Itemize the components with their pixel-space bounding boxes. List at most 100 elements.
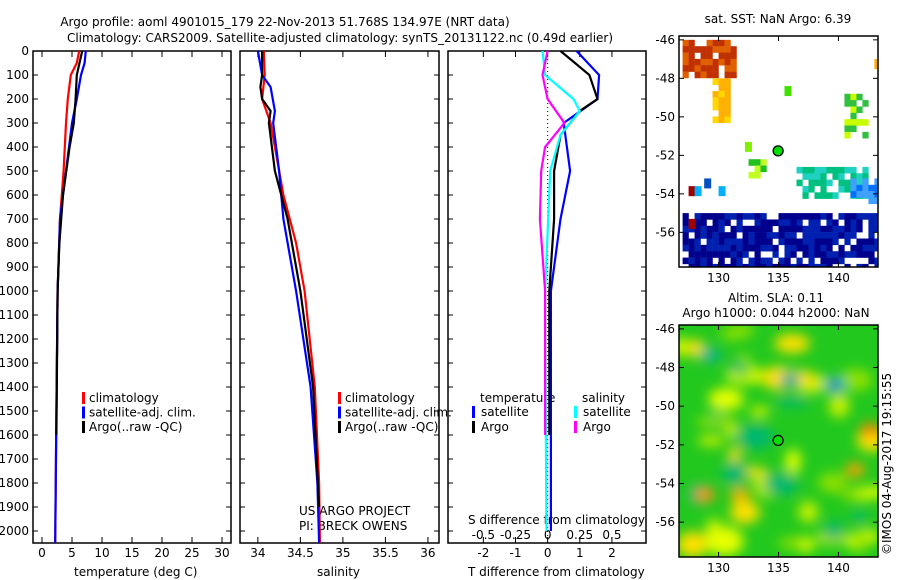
- sst-pixel: [802, 225, 809, 233]
- sst-pixel: [754, 165, 761, 173]
- sst-pixel: [718, 244, 725, 252]
- sst-pixel: [850, 173, 857, 180]
- sla-blob: [855, 532, 868, 554]
- sst-pixel: [820, 179, 827, 187]
- sst-pixel: [850, 106, 857, 114]
- sla-blob: [729, 500, 761, 524]
- sst-pixel: [868, 191, 875, 198]
- sst-pixel: [724, 58, 731, 66]
- sst-pixel: [772, 251, 779, 258]
- sla-blob: [700, 348, 720, 362]
- sst-pixel: [790, 251, 797, 258]
- sst-pixel: [814, 219, 821, 227]
- sst-pixel: [682, 71, 689, 79]
- sst-pixel: [694, 238, 701, 246]
- sst-pixel: [754, 244, 761, 252]
- sst-pixel: [868, 225, 875, 233]
- x-tick-label: -1: [510, 546, 522, 560]
- x-tick-label: 10: [94, 546, 109, 560]
- sst-pixel: [742, 232, 749, 239]
- sst-pixel: [838, 179, 845, 187]
- sst-pixel: [790, 232, 797, 239]
- sst-pixel: [694, 263, 701, 267]
- y-tick-label: 400: [6, 140, 29, 154]
- sla-blob: [818, 472, 848, 494]
- sst-pixel: [682, 244, 689, 252]
- sla-blob: [734, 424, 774, 450]
- sst-pixel: [808, 225, 815, 233]
- sla-blob: [780, 373, 800, 387]
- sst-pixel: [700, 52, 707, 60]
- series-line-s-argo: [538, 50, 566, 435]
- sst-pixel: [724, 110, 731, 117]
- sla-blob: [855, 486, 878, 498]
- sla-blob: [730, 488, 750, 502]
- plot-frame-0: [32, 50, 232, 544]
- sst-pixel: [844, 238, 851, 246]
- sst-pixel: [766, 219, 773, 227]
- sst-pixel: [874, 178, 878, 186]
- sst-pixel: [844, 251, 851, 258]
- sst-pixel: [706, 52, 713, 60]
- sst-pixel: [784, 86, 792, 97]
- sst-pixel: [724, 46, 731, 53]
- sst-pixel: [802, 213, 809, 220]
- sst-pixel: [778, 213, 785, 220]
- sst-pixel: [682, 58, 689, 66]
- sst-pixel: [874, 219, 878, 227]
- sst-pixel: [682, 232, 689, 239]
- y-tick-label: 500: [6, 164, 29, 178]
- x-tick-label: 36: [420, 546, 435, 560]
- sst-pixel: [724, 219, 731, 227]
- sst-pixel: [754, 257, 761, 265]
- x-tick-label: 34.5: [287, 546, 314, 560]
- sst-pixel: [844, 93, 851, 101]
- sst-pixel: [700, 58, 707, 66]
- legend-label: satellite-adj. clim.: [89, 406, 196, 420]
- sst-pixel: [772, 219, 779, 227]
- sst-pixel: [844, 166, 851, 174]
- sst-pixel: [688, 251, 695, 258]
- sst-pixel: [826, 219, 833, 227]
- sst-pixel: [802, 185, 809, 193]
- sst-pixel: [838, 185, 845, 193]
- sst-pixel: [862, 244, 869, 252]
- sst-pixel: [766, 225, 773, 233]
- sst-pixel: [862, 100, 869, 107]
- legend-swatch: [574, 406, 577, 418]
- legend-swatch: [338, 392, 341, 404]
- sst-pixel: [748, 171, 755, 179]
- legend-label: satellite-adj. clim.: [345, 406, 452, 420]
- sst-pixel: [754, 251, 761, 258]
- sst-pixel: [856, 184, 863, 192]
- sla-blob: [705, 526, 744, 556]
- sst-pixel: [712, 263, 719, 267]
- sst-pixel: [874, 244, 878, 252]
- sst-pixel: [742, 251, 749, 258]
- sst-pixel: [736, 244, 743, 252]
- sst-pixel: [736, 263, 743, 267]
- series-line-satellite-adj-clim-: [256, 50, 321, 544]
- sst-pixel: [790, 244, 797, 252]
- sst-pixel: [718, 263, 725, 267]
- sst-pixel: [856, 191, 863, 198]
- sst-pixel: [694, 225, 701, 233]
- sst-pixel: [850, 244, 857, 252]
- sst-pixel: [790, 225, 797, 233]
- sst-pixel: [760, 263, 767, 267]
- sst-pixel: [874, 213, 878, 220]
- sst-pixel: [832, 219, 839, 227]
- sst-pixel: [874, 238, 878, 246]
- sst-pixel: [760, 165, 767, 173]
- sst-pixel: [832, 257, 839, 265]
- sst-pixel: [742, 244, 749, 252]
- s-diff-xlabel: S difference from climatology: [468, 513, 645, 527]
- sst-pixel: [856, 251, 863, 258]
- sst-pixel: [808, 173, 815, 180]
- sst-pixel: [712, 97, 719, 105]
- sst-pixel: [694, 65, 701, 72]
- sla-blob: [697, 435, 725, 447]
- legend-label: satellite: [481, 405, 529, 419]
- series-line-satellite-adj-clim-: [54, 50, 87, 544]
- sst-pixel: [772, 244, 779, 252]
